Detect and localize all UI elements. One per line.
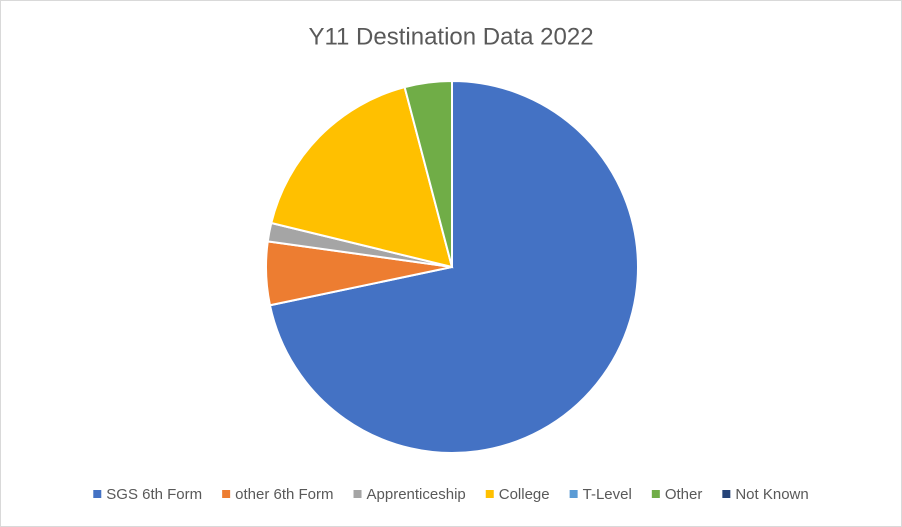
legend-item: College — [485, 486, 550, 503]
legend-item: T-Level — [569, 486, 632, 503]
legend-swatch — [569, 490, 578, 498]
legend-swatch — [353, 490, 362, 498]
legend-label: College — [499, 486, 550, 503]
legend-label: other 6th Form — [235, 486, 333, 503]
pie-slice — [270, 85, 454, 269]
legend-item: Apprenticeship — [353, 486, 466, 503]
legend-swatch — [93, 490, 102, 498]
legend-item: Not Known — [722, 486, 809, 503]
legend: SGS 6th Form other 6th Form Apprenticeship… — [93, 486, 809, 503]
legend-label: T-Level — [583, 486, 632, 503]
legend-item: other 6th Form — [222, 486, 334, 503]
legend-label: Not Known — [735, 486, 808, 503]
pie-slice — [268, 79, 639, 454]
legend-label: Other — [665, 486, 703, 503]
legend-item: Other — [651, 486, 703, 503]
legend-label: SGS 6th Form — [106, 486, 202, 503]
legend-swatch — [222, 490, 231, 498]
legend-swatch — [722, 490, 731, 498]
chart-title: Y11 Destination Data 2022 — [308, 23, 593, 50]
legend-label: Apprenticeship — [367, 486, 466, 503]
legend-item: SGS 6th Form — [93, 486, 202, 503]
legend-swatch — [485, 490, 494, 498]
legend-swatch — [651, 490, 660, 498]
pie-slice — [403, 79, 453, 268]
pie — [265, 79, 639, 454]
